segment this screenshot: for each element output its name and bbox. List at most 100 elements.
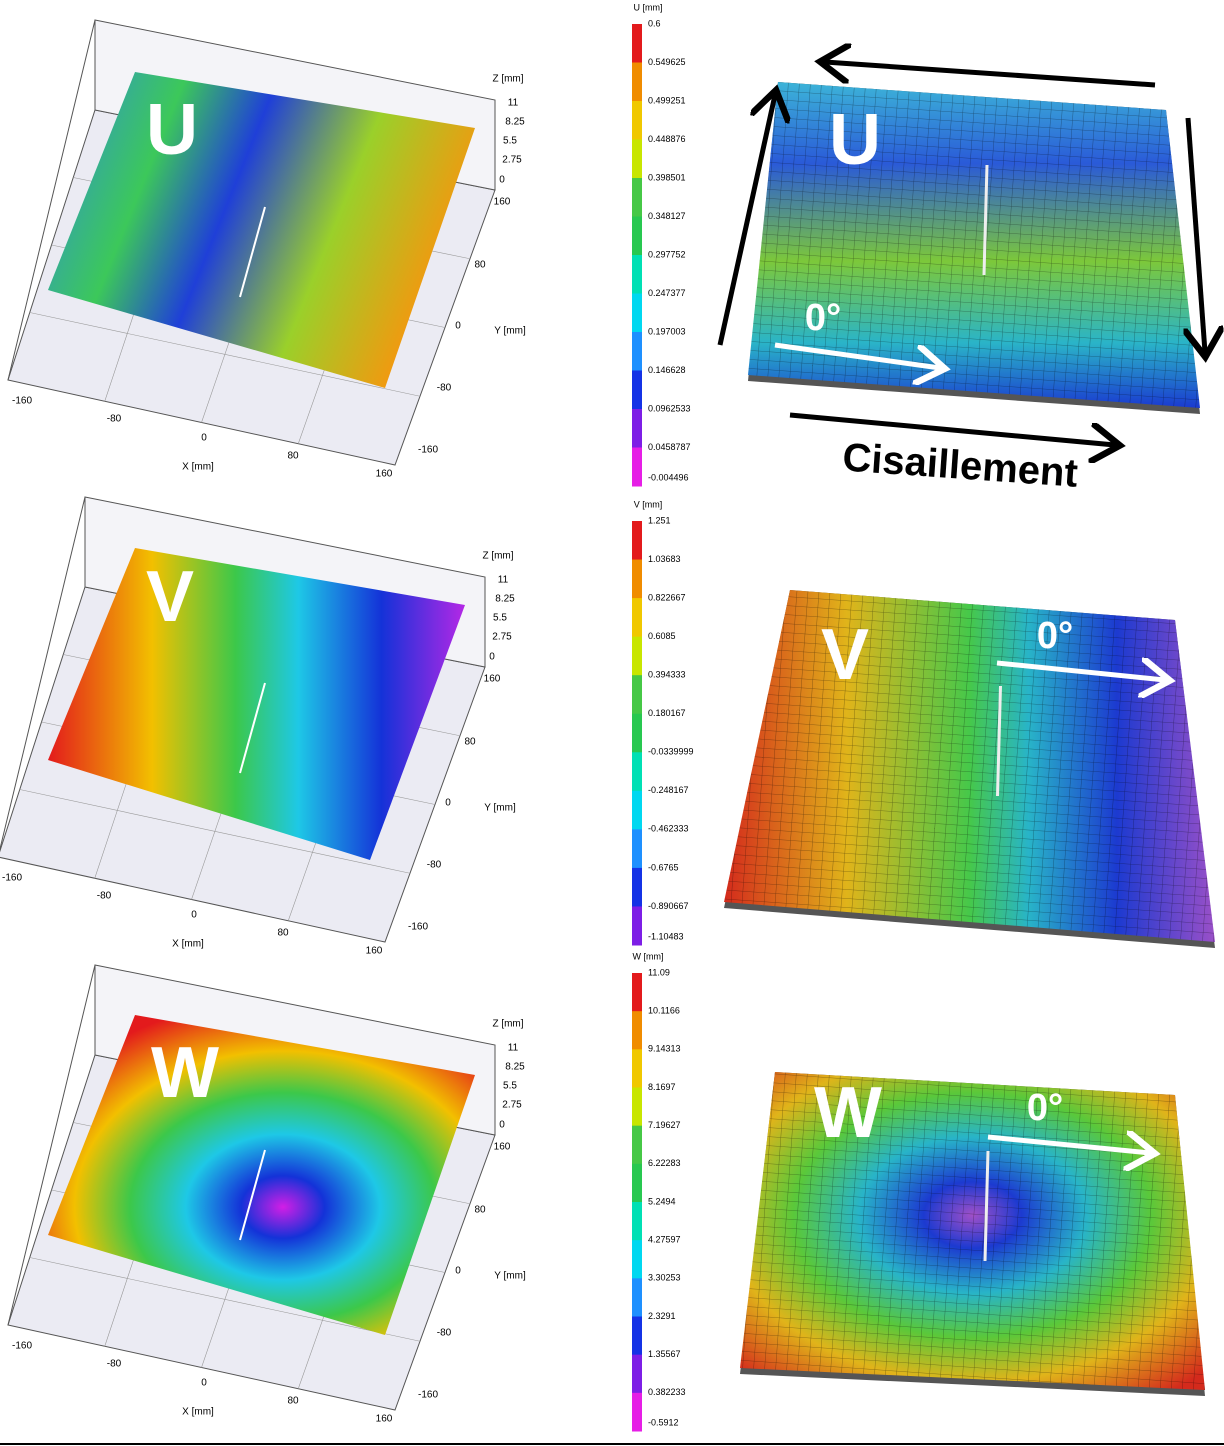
- colorbar-segment: [632, 636, 642, 676]
- colorbar-label: 0.197003: [648, 326, 686, 336]
- direction-arrow: [996, 663, 1165, 680]
- colorbar-segment: [632, 559, 642, 599]
- colorbar-label: 0.348127: [648, 211, 686, 221]
- y-tick-label: 160: [484, 674, 501, 685]
- colorbar-label: -0.5912: [648, 1417, 679, 1427]
- colorbar-segment: [632, 409, 642, 448]
- colorbar-label: 0.822667: [648, 592, 686, 602]
- colorbar-label: 0.247377: [648, 288, 686, 298]
- colorbar-label: 10.1166: [648, 1006, 680, 1016]
- x-axis-title: X [mm]: [182, 462, 214, 473]
- colorbar-label: 0.0458787: [648, 442, 691, 452]
- colorbar-segment: [632, 1278, 642, 1317]
- direction-label: 0°: [805, 297, 841, 339]
- floor-grid: [29, 312, 421, 397]
- y-tick-label: -80: [427, 860, 442, 871]
- y-tick-label: -160: [408, 922, 428, 933]
- z-tick-label: 0: [499, 1120, 505, 1131]
- y-axis-title: Y [mm]: [494, 1271, 526, 1282]
- y-tick-label: 80: [474, 260, 486, 271]
- x-tick-label: 80: [277, 928, 289, 939]
- colorbar-label: -0.0339999: [648, 747, 694, 757]
- surface: [48, 72, 475, 388]
- colorbar-label: 0.0962533: [648, 403, 691, 413]
- y-tick-label: -80: [437, 1328, 452, 1339]
- colorbar-label: 0.398501: [648, 172, 686, 182]
- colorbar-segment: [632, 447, 642, 487]
- x-tick-label: 160: [376, 469, 393, 480]
- x-tick-label: 0: [201, 1378, 207, 1389]
- colorbar-segment: [632, 790, 642, 830]
- colorbar-label: 0.382233: [648, 1387, 686, 1397]
- plot-edge: [7, 19, 96, 381]
- colorbar-segment: [632, 1240, 642, 1279]
- colorbar-title: W [mm]: [633, 951, 664, 961]
- y-tick-label: 0: [445, 798, 451, 809]
- colorbar-segment: [632, 521, 642, 561]
- colorbar-segment: [632, 1011, 642, 1050]
- colorbar-title: U [mm]: [634, 2, 663, 12]
- colorbar-segment: [632, 1354, 642, 1394]
- colorbar-label: 4.27597: [648, 1235, 681, 1245]
- colorbar-label: -1.10483: [648, 931, 684, 941]
- x-tick-label: -160: [2, 873, 22, 884]
- z-tick-label: 2.75: [502, 155, 522, 166]
- z-tick-label: 11: [508, 98, 519, 109]
- shear-arrows: [717, 62, 1205, 445]
- y-tick-label: 160: [494, 1142, 511, 1153]
- colorbar-title: V [mm]: [634, 499, 663, 509]
- colorbar-segment: [632, 370, 642, 410]
- x-axis-title: X [mm]: [182, 1407, 214, 1418]
- colorbar-segment: [632, 62, 642, 102]
- y-tick-label: 0: [455, 321, 461, 332]
- direction-label: 0°: [1037, 615, 1073, 657]
- fe-crack: [983, 1150, 990, 1262]
- colorbar-segment: [632, 675, 642, 715]
- colorbar-label: 6.22283: [648, 1158, 681, 1168]
- shear-label: Cisaillement: [841, 435, 1079, 495]
- colorbar-label: -0.890667: [648, 901, 689, 911]
- y-tick-label: -80: [437, 383, 452, 394]
- z-tick-label: 5.5: [503, 136, 517, 147]
- x-tick-label: -80: [97, 891, 112, 902]
- colorbar-segment: [632, 216, 642, 256]
- y-axis-title: Y [mm]: [484, 803, 516, 814]
- colorbar-label: -0.004496: [648, 472, 689, 482]
- panel-label: U: [146, 90, 198, 170]
- fe-crack: [996, 685, 1002, 797]
- x-tick-label: 160: [366, 946, 383, 957]
- plot-edge: [7, 964, 96, 1326]
- y-axis-title: Y [mm]: [494, 326, 526, 337]
- colorbar-segment: [632, 178, 642, 217]
- colorbar-label: 0.549625: [648, 57, 686, 67]
- colorbar-label: 1.251: [648, 515, 671, 525]
- panel-label: W: [151, 1033, 219, 1113]
- y-tick-label: 80: [474, 1205, 486, 1216]
- x-axis-title: X [mm]: [172, 939, 204, 950]
- crack: [239, 682, 266, 774]
- fe-mesh: [748, 82, 1200, 408]
- surface: [48, 548, 465, 860]
- z-tick-label: 11: [508, 1043, 519, 1054]
- colorbar-segment: [632, 867, 642, 907]
- colorbar-label: 1.03683: [648, 554, 681, 564]
- fe-label: V: [821, 615, 869, 695]
- colorbar-label: 0.146628: [648, 365, 686, 375]
- z-tick-label: 5.5: [503, 1081, 517, 1092]
- x-tick-label: 80: [287, 1396, 299, 1407]
- fe-label: U: [829, 100, 881, 180]
- colorbar-segment: [632, 1125, 642, 1165]
- colorbar-segment: [632, 598, 642, 638]
- colorbar-label: 3.30253: [648, 1273, 681, 1283]
- direction-arrow: [774, 342, 940, 368]
- panel-label: V: [146, 557, 194, 637]
- colorbar-segment: [632, 1049, 642, 1088]
- x-tick-label: 160: [376, 1414, 393, 1425]
- z-axis-title: Z [mm]: [492, 1019, 523, 1030]
- colorbar-segment: [632, 829, 642, 869]
- x-tick-label: 0: [191, 910, 197, 921]
- colorbar-segment: [632, 293, 642, 333]
- colorbar-label: 0.297752: [648, 249, 686, 259]
- colorbar-segment: [632, 24, 642, 63]
